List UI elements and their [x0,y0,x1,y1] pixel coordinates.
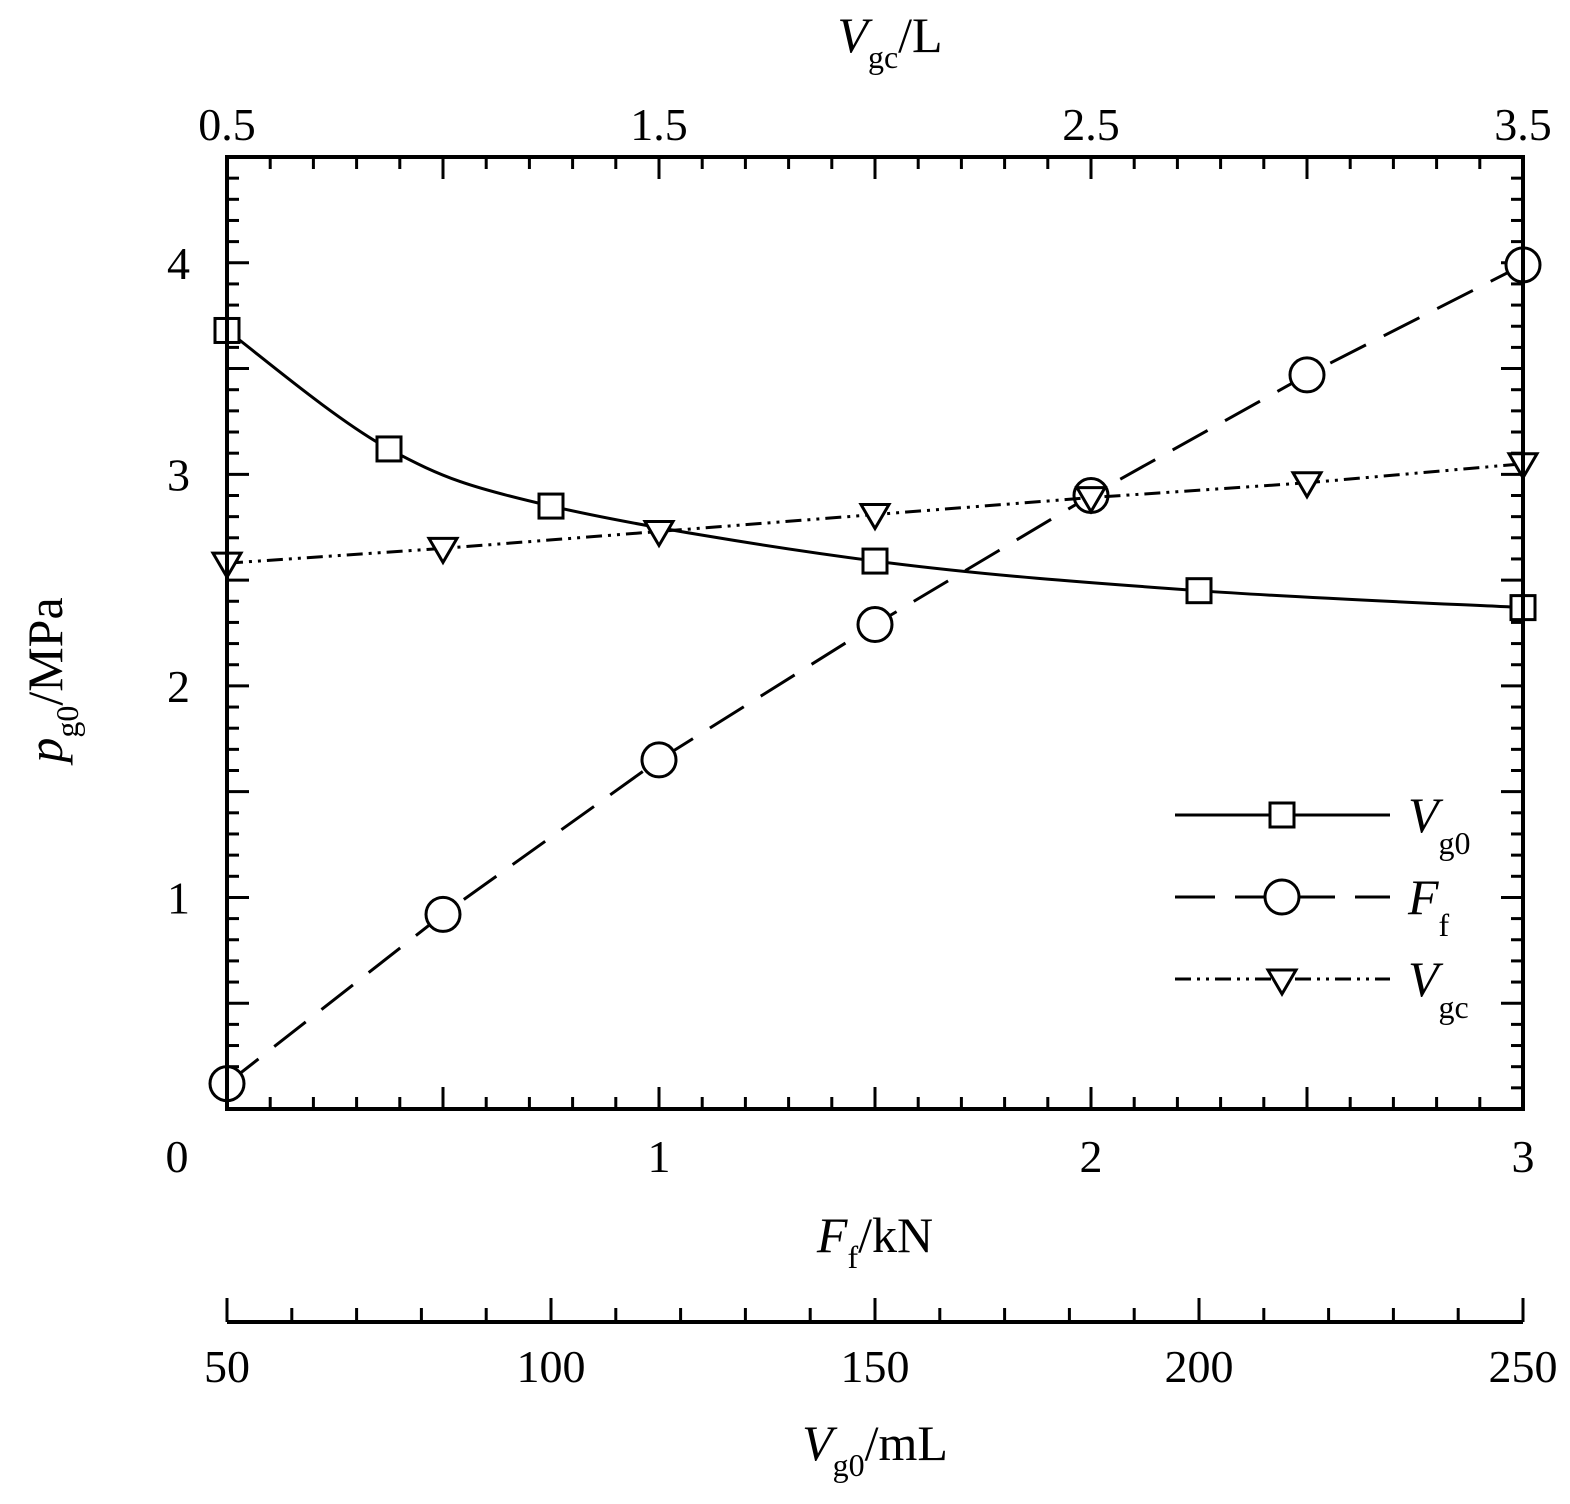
data-point-ff [640,741,678,779]
y-tick-label: 3 [167,449,190,500]
bottom-tick-label: 2 [1080,1131,1103,1182]
data-point-ff [424,895,462,933]
bottom-tick-label: 3 [1512,1131,1535,1182]
legend-marker-circle [1263,878,1301,916]
extra-axis-title: Vg0/mL [802,1415,948,1483]
legend-label-ff: Ff [1407,869,1450,943]
extra-tick-label: 200 [1165,1341,1234,1392]
legend-entry-vg0: Vg0 [1175,787,1471,861]
axis-ticks [225,155,1525,1322]
top-tick-label: 0.5 [198,99,256,150]
data-point-ff [1288,356,1326,394]
tick-labels: 0 1 2 3 0.5 1.5 2.5 3.5 50 100 150 200 250 1 2 3 4 [166,99,1558,1392]
series-layer [208,246,1542,1103]
data-point-vg0 [1185,577,1213,605]
legend-label-vgc: Vgc [1408,951,1469,1025]
legend-entry-ff: Ff [1175,869,1450,943]
top-tick-label: 1.5 [630,99,688,150]
extra-tick-label: 150 [841,1341,910,1392]
data-point-ff [856,606,894,644]
data-point-vg0 [537,492,565,520]
data-point-vgc [858,503,892,532]
extra-tick-label: 50 [204,1341,250,1392]
data-point-vgc [1290,471,1324,500]
top-tick-label: 2.5 [1062,99,1120,150]
top-tick-label: 3.5 [1494,99,1552,150]
series-line-ff [226,263,1524,1085]
y-tick-label: 2 [167,661,190,712]
bottom-tick-label: 0 [166,1131,189,1182]
extra-tick-label: 250 [1489,1341,1558,1392]
bottom-axis-title: Ff/kN [816,1207,933,1275]
plot-frame [225,155,1525,1111]
data-point-vg0 [375,435,403,463]
y-tick-label: 1 [167,872,190,923]
data-point-vg0 [861,547,889,575]
bottom-tick-label: 1 [648,1131,671,1182]
y-tick-label: 4 [167,238,190,289]
legend-marker-triangle [1265,968,1299,997]
legend-label-vg0: Vg0 [1408,787,1471,861]
legend-entry-vgc: Vgc [1175,951,1469,1025]
data-point-vgc [1074,486,1108,515]
legend-marker-square [1268,801,1296,829]
legend: Vg0 Ff Vgc [1175,787,1471,1025]
extra-tick-label: 100 [517,1341,586,1392]
y-axis-title: pg0/MPa [17,597,85,765]
top-axis-title: Vgc/L [837,7,942,75]
data-point-vgc [642,519,676,549]
data-point-vgc [426,536,460,566]
